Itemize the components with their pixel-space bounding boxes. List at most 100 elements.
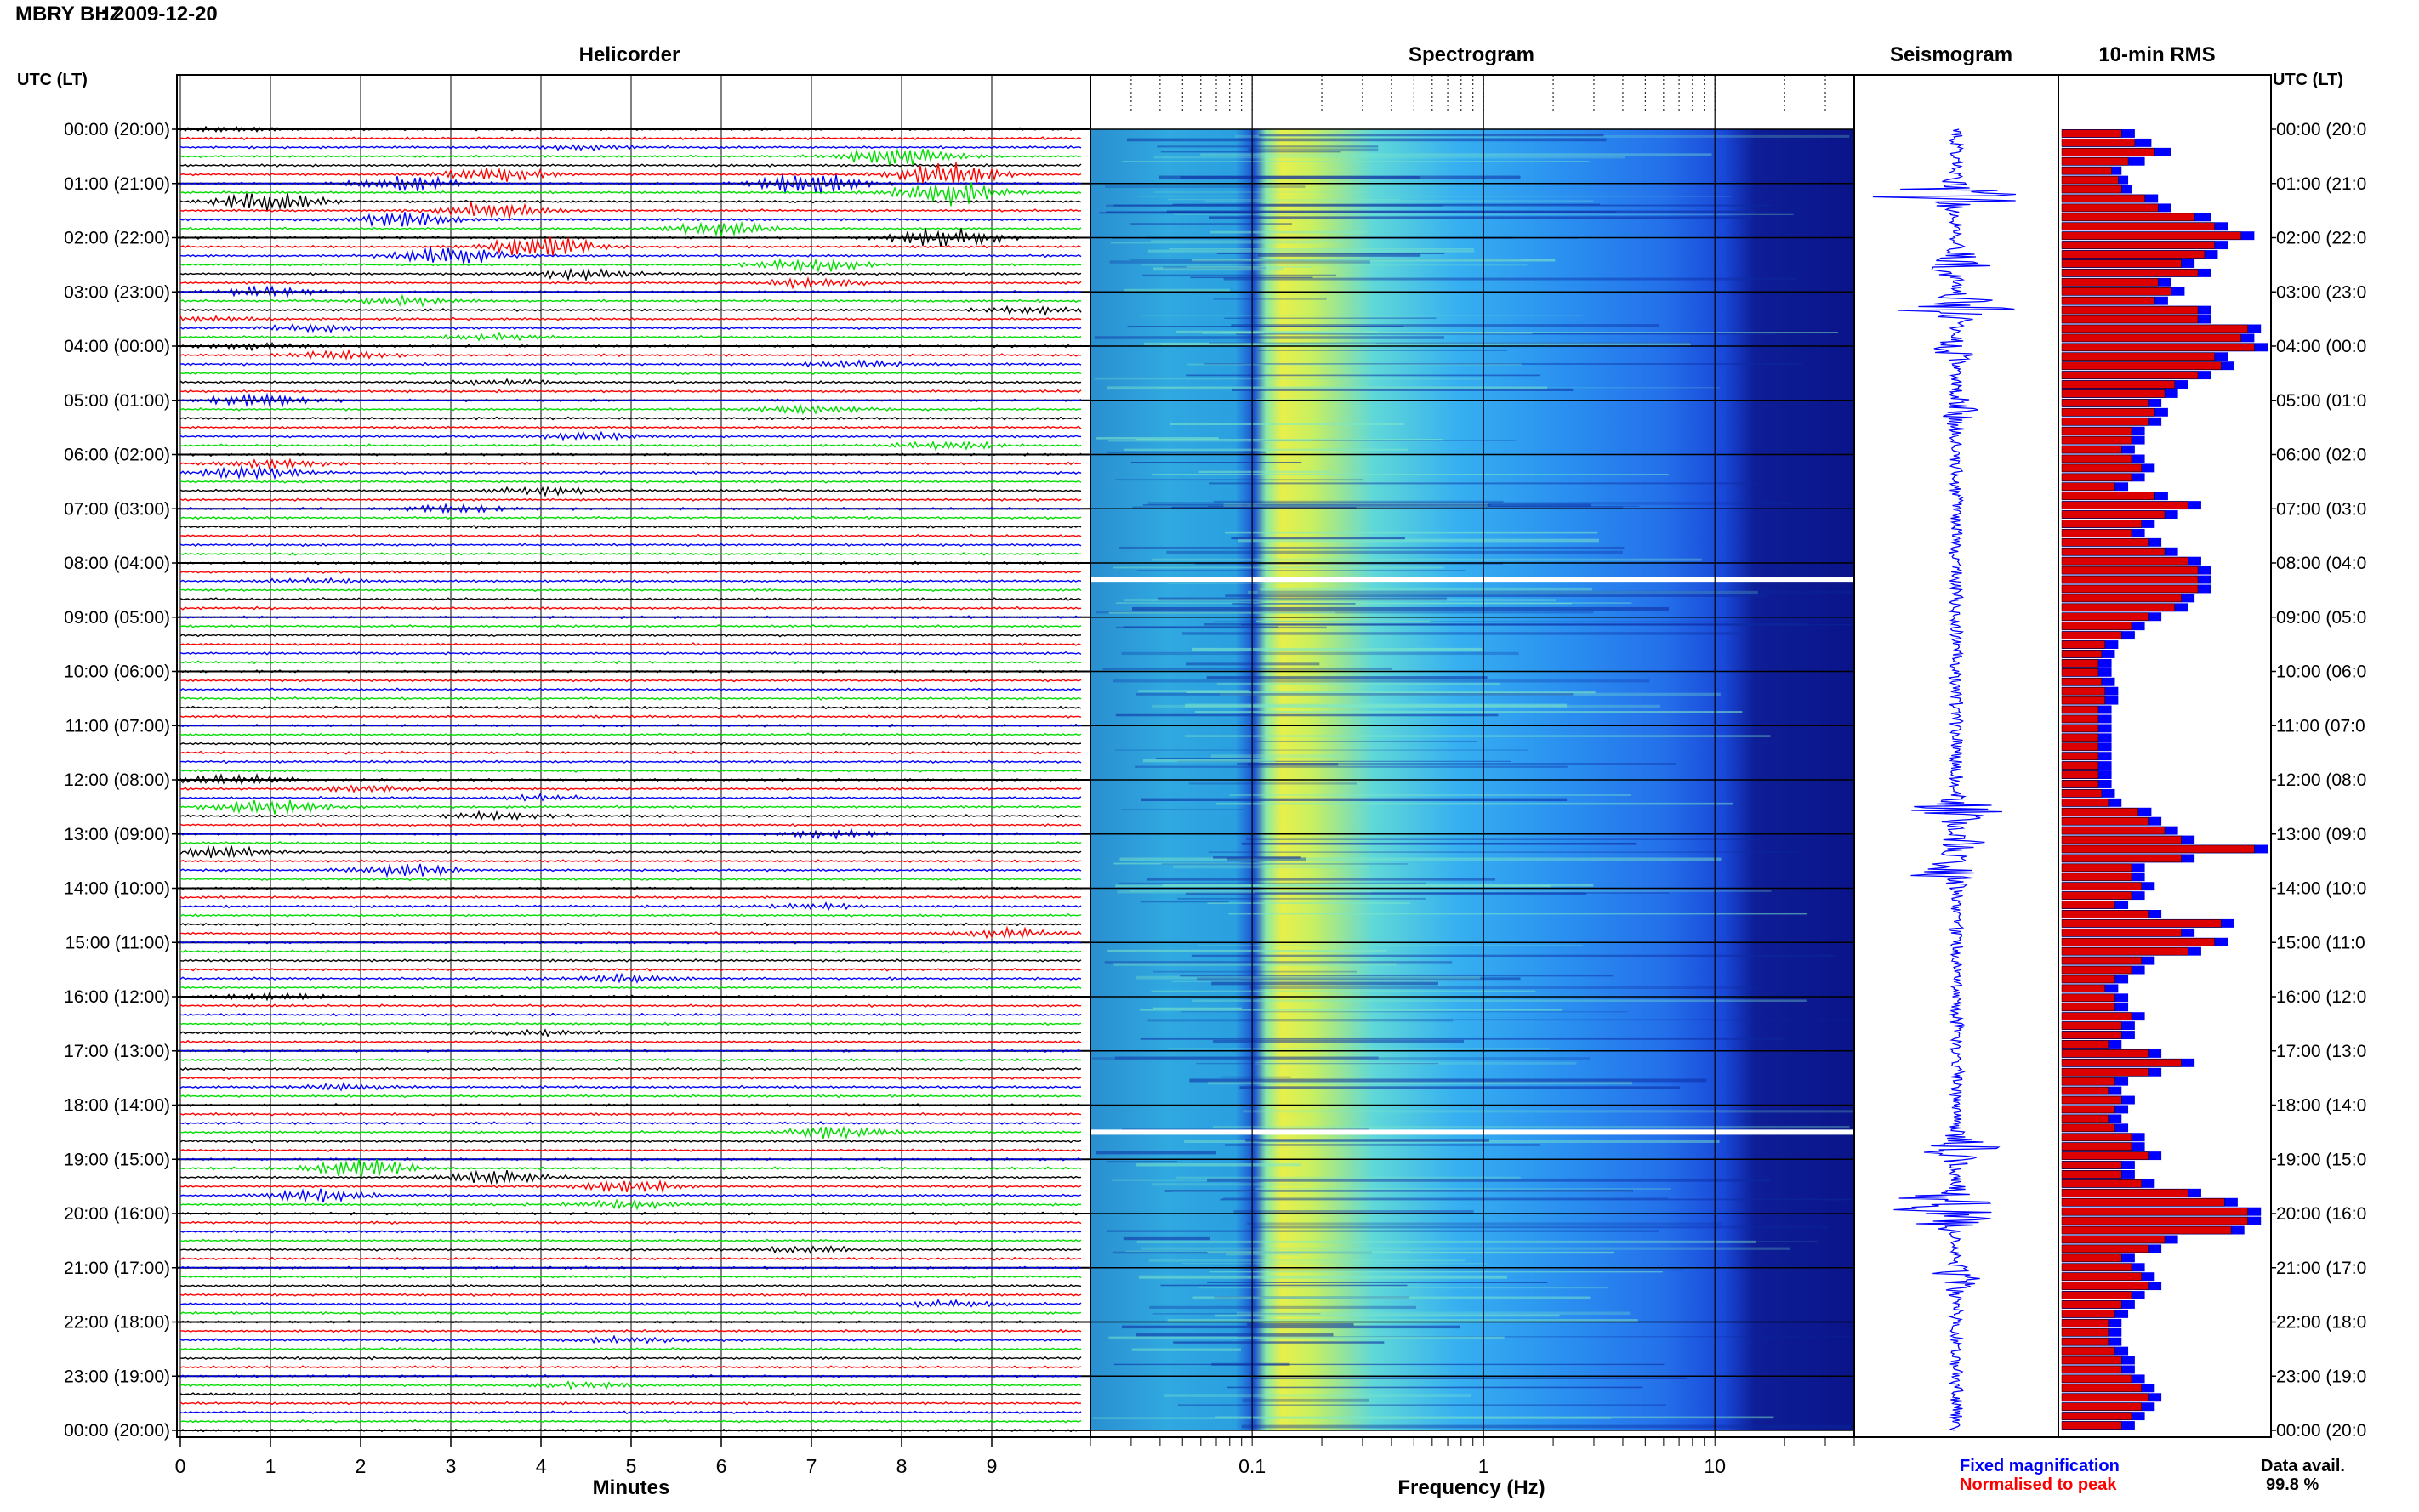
spectrogram-band (1254, 740, 1477, 742)
rms-bar-normalised (2061, 919, 2222, 928)
spectrogram-band (1215, 1314, 1560, 1317)
time-label-left: 15:00 (11:00) (65, 933, 170, 952)
rms-bar-normalised (2061, 231, 2242, 240)
spectrogram-band (1151, 704, 1660, 708)
seismogram-trace (1872, 128, 2016, 1431)
spectrogram-band (1142, 504, 1491, 506)
minutes-axis-label: Minutes (593, 1476, 670, 1499)
spectrogram-band (1136, 1240, 1756, 1244)
spectrogram-band (1192, 1296, 1591, 1299)
helicorder-trace (179, 1121, 1082, 1126)
spectrogram-band (1172, 980, 1437, 982)
spectrogram-band (1161, 863, 1408, 865)
rms-bar-normalised (2061, 780, 2099, 788)
rms-bar-normalised (2061, 371, 2199, 379)
rms-bar-normalised (2061, 761, 2099, 770)
spectrogram-band (1177, 760, 1511, 762)
spectrogram-band (1237, 1336, 1854, 1338)
spectrogram-band (1189, 1078, 1707, 1083)
rms-bar-normalised (2061, 305, 2199, 315)
rms-bar-normalised (2061, 241, 2215, 249)
helicorder-trace (179, 193, 1082, 212)
time-label-left: 13:00 (09:00) (64, 825, 170, 844)
helicorder-trace (179, 1076, 1082, 1080)
spectrogram-band (1204, 362, 1802, 365)
spectrogram-band (1142, 759, 1276, 763)
spectrogram-band (1253, 602, 1572, 605)
spectrogram-band (1167, 1048, 1550, 1049)
spectrogram-band (1118, 882, 1426, 884)
helicorder-trace (179, 359, 1082, 369)
spectrogram-band (1213, 856, 1301, 859)
spectrogram-title: Spectrogram (1409, 43, 1534, 66)
spectrogram-band (1216, 253, 1445, 254)
rms-bar-normalised (2061, 463, 2142, 473)
rms-bar-normalised (2061, 1393, 2149, 1401)
time-label-left: 00:00 (20:00) (64, 1421, 170, 1441)
spectrogram-band (1198, 1287, 1609, 1289)
seismogram-title: Seismogram (1890, 43, 2012, 66)
spectrogram-band (1114, 1056, 1379, 1060)
helicorder-trace (179, 1125, 1082, 1140)
seismogram-waveform (1872, 128, 2016, 1431)
helicorder-trace (179, 732, 1082, 737)
spectrogram-band (1211, 1362, 1290, 1366)
spectrogram-band (1232, 388, 1574, 391)
spectrogram-band (1166, 550, 1623, 554)
helicorder-trace (179, 1103, 1082, 1107)
rms-bar-normalised (2061, 882, 2142, 890)
rms-bar-normalised (2061, 445, 2122, 454)
spectrogram-band (1197, 977, 1521, 981)
spectrogram-band (1113, 566, 1444, 569)
helicorder-trace (179, 378, 1082, 387)
spectrogram-band (1114, 749, 1529, 751)
spectrogram-band (1124, 288, 1231, 292)
helicorder-trace (179, 773, 1082, 786)
spectrogram-band (1113, 1363, 1665, 1366)
helicorder-trace (179, 922, 1082, 927)
spectrogram-band (1136, 1333, 1334, 1337)
rms-bars (2061, 129, 2268, 1430)
rms-bar-normalised (2061, 426, 2132, 435)
helicorder-trace (179, 389, 1082, 394)
spectrogram-band (1210, 1270, 1663, 1273)
spectrogram-band (1096, 611, 1594, 614)
spectrogram-band (1136, 693, 1574, 696)
rms-bar-normalised (2061, 724, 2099, 733)
rms-bar-normalised (2061, 1374, 2132, 1384)
rms-bar-normalised (2061, 799, 2109, 807)
spectrogram-band (1180, 974, 1614, 977)
time-label-right: 00:00 (20:0 (2276, 1421, 2366, 1441)
helicorder-trace (179, 258, 1082, 274)
spectrogram-band (1255, 1188, 1671, 1190)
helicorder-trace (179, 759, 1082, 765)
spectrogram-band (1198, 944, 1584, 946)
minutes-tick-label: 6 (716, 1455, 727, 1477)
spectrogram-band (1228, 912, 1807, 915)
rms-bar-normalised (2061, 733, 2099, 742)
helicorder-trace (179, 714, 1082, 719)
rms-bar-normalised (2061, 435, 2132, 445)
rms-bar-normalised (2061, 901, 2115, 909)
spectrogram-band (1225, 1144, 1540, 1146)
time-label-left: 00:00 (20:00) (64, 120, 170, 139)
frequency-tick-label: 1 (1478, 1455, 1489, 1477)
rms-bar-normalised (2061, 408, 2155, 417)
rms-bar-normalised (2061, 361, 2222, 370)
helicorder-trace (179, 315, 1082, 323)
helicorder-trace (179, 543, 1082, 548)
spectrogram-band (1196, 1063, 1439, 1065)
spectrogram-band (1220, 1198, 1854, 1201)
time-label-right: 04:00 (00:0 (2276, 337, 2366, 356)
helicorder-trace (179, 985, 1082, 990)
helicorder-trace (179, 822, 1082, 827)
rms-bar-normalised (2061, 1123, 2115, 1133)
helicorder-trace (179, 1256, 1082, 1261)
spectrogram-band (1210, 754, 1339, 759)
rms-bar-normalised (2061, 1337, 2109, 1346)
helicorder-trace (179, 304, 1082, 316)
spectrogram-band (1129, 890, 1772, 892)
helicorder-trace (179, 687, 1082, 692)
helicorder-trace (179, 660, 1082, 665)
helicorder-trace (179, 705, 1082, 710)
